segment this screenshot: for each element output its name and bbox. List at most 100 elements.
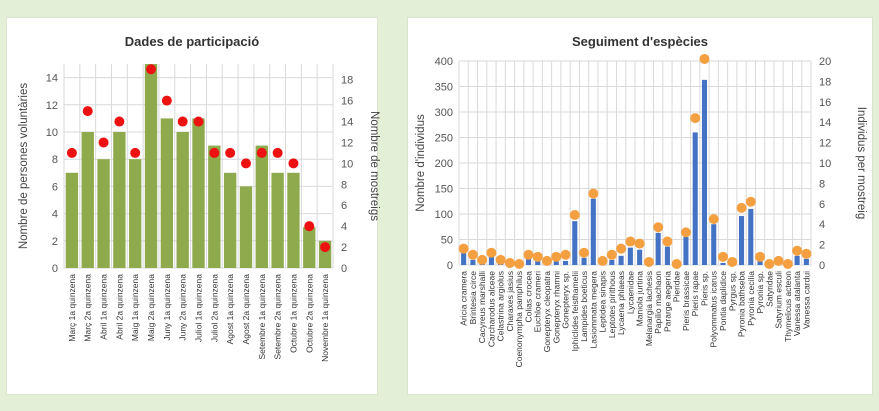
data-point <box>514 258 525 269</box>
y-tick-label: 10 <box>46 127 58 139</box>
data-point <box>625 236 636 247</box>
data-point <box>745 196 756 207</box>
y2-tick-label: 12 <box>341 137 353 149</box>
data-point <box>114 116 125 127</box>
data-bar <box>553 259 559 265</box>
x-tick-label: Pyronia sp. <box>755 271 765 314</box>
y2-tick-label: 8 <box>341 179 347 191</box>
data-point <box>477 254 488 265</box>
y2-axis-label: Individus per mostreig <box>855 107 867 220</box>
data-point <box>161 95 172 106</box>
data-point <box>523 249 534 260</box>
x-tick-label: Carcharodus alceae <box>486 271 496 347</box>
x-tick-label: Novembre 1a quinzena <box>320 274 330 362</box>
x-tick-label: Satyridae <box>764 271 774 307</box>
data-bar <box>223 172 237 268</box>
data-bar <box>470 259 476 265</box>
data-point <box>782 258 793 269</box>
x-tick-label: Brintesia circe <box>468 271 478 325</box>
data-bar <box>525 258 532 265</box>
x-tick-label: Iphiclides feisthamelii <box>570 271 580 351</box>
x-tick-label: Coenonympha pamphilus <box>514 271 524 367</box>
x-tick-label: Pyronia cecilia <box>746 271 756 326</box>
data-point <box>146 64 157 75</box>
x-tick-label: Celastrina argiolus <box>496 271 506 341</box>
data-bar <box>562 260 569 265</box>
y-tick-label: 150 <box>435 184 453 196</box>
x-tick-label: Thymelicus acteon <box>783 271 793 342</box>
y-tick-label: 4 <box>52 209 58 221</box>
x-tick-label: Cacyreus marshalli <box>477 271 487 343</box>
data-point <box>467 249 478 260</box>
x-tick-label: Vanessa atalanta <box>792 271 802 336</box>
participation-chart-panel: Dades de participació 0 2 4 6 8 10 12 14 0 2 4 6 8 10 1… <box>7 18 380 394</box>
y2-tick-label: 18 <box>819 76 831 88</box>
data-bar <box>692 132 698 265</box>
x-tick-label: Maniola jurtina <box>635 271 645 327</box>
y-axis-label: Nombre de persones voluntàries <box>18 83 30 249</box>
data-point <box>671 258 682 269</box>
y2-tick-label: 6 <box>341 200 347 212</box>
y-tick-label: 300 <box>435 107 453 119</box>
y2-tick-label: 6 <box>819 199 825 211</box>
data-bar <box>637 249 643 265</box>
x-tick-label: Gonepteryx sp. <box>561 271 571 329</box>
x-tick-label: Euchloe crameri <box>533 271 543 333</box>
data-point <box>801 248 812 259</box>
y2-tick-label: 8 <box>819 178 825 190</box>
data-bar <box>287 172 300 268</box>
x-tick-label: Lycaenidae <box>625 271 635 314</box>
x-tick-label: Març 1a quinzena <box>67 274 77 342</box>
x-tick-label: Gonepteryx cleopatra <box>542 271 552 353</box>
x-tick-label: Març 2a quinzena <box>83 274 93 342</box>
x-tick-label: Pontia daplidice <box>718 271 728 331</box>
data-point <box>569 210 580 221</box>
data-point <box>662 236 673 247</box>
data-bar <box>590 198 596 265</box>
x-tick-label: Pieris rapae <box>690 271 700 317</box>
data-point <box>82 106 93 117</box>
x-tick-label: Pieris sp. <box>699 271 709 306</box>
data-bar <box>581 257 587 265</box>
data-point <box>256 147 267 158</box>
data-bar <box>627 247 633 265</box>
data-point <box>755 251 766 262</box>
data-bar <box>683 236 689 265</box>
data-bar <box>748 208 754 265</box>
data-point <box>653 222 664 233</box>
data-point <box>597 255 608 266</box>
data-point <box>699 53 710 64</box>
y-tick-label: 14 <box>46 73 58 85</box>
x-tick-label: Polyommatus icarus <box>709 271 719 348</box>
x-tick-label: Juliol 1a quinzena <box>194 274 204 342</box>
y2-tick-label: 10 <box>341 158 353 170</box>
x-tick-label: Juny 1a quinzena <box>162 274 172 341</box>
data-point <box>606 249 617 260</box>
x-tick-label: Pararge aegeria <box>662 271 672 332</box>
y-tick-label: 100 <box>435 209 453 221</box>
data-point <box>579 247 590 258</box>
x-tick-label: Pieris brassicae <box>681 271 691 331</box>
x-tick-label: Juny 2a quinzena <box>178 274 188 341</box>
data-point <box>320 242 331 253</box>
y-tick-label: 50 <box>441 235 453 247</box>
y-tick-label: 6 <box>52 181 58 193</box>
y-tick-label: 12 <box>46 100 58 112</box>
data-bar <box>144 64 158 268</box>
data-point <box>588 188 599 199</box>
x-tick-label: Lasiommata megera <box>588 271 598 349</box>
data-bar <box>461 252 467 265</box>
data-point <box>708 214 719 225</box>
data-point <box>209 147 220 158</box>
data-bar <box>535 259 541 265</box>
data-point <box>764 258 775 269</box>
y2-axis-label: Nombre de mostreigs <box>368 111 380 221</box>
data-bar <box>655 232 661 265</box>
x-tick-label: Maig 2a quinzena <box>146 274 156 341</box>
data-bar <box>618 255 624 265</box>
y2-tick-label: 0 <box>819 260 825 272</box>
y2-tick-label: 14 <box>341 117 353 129</box>
x-tick-label: Octubre 2a quinzena <box>304 274 314 353</box>
data-bar <box>160 118 174 269</box>
x-tick-label: Satyrium esculi <box>774 271 784 329</box>
